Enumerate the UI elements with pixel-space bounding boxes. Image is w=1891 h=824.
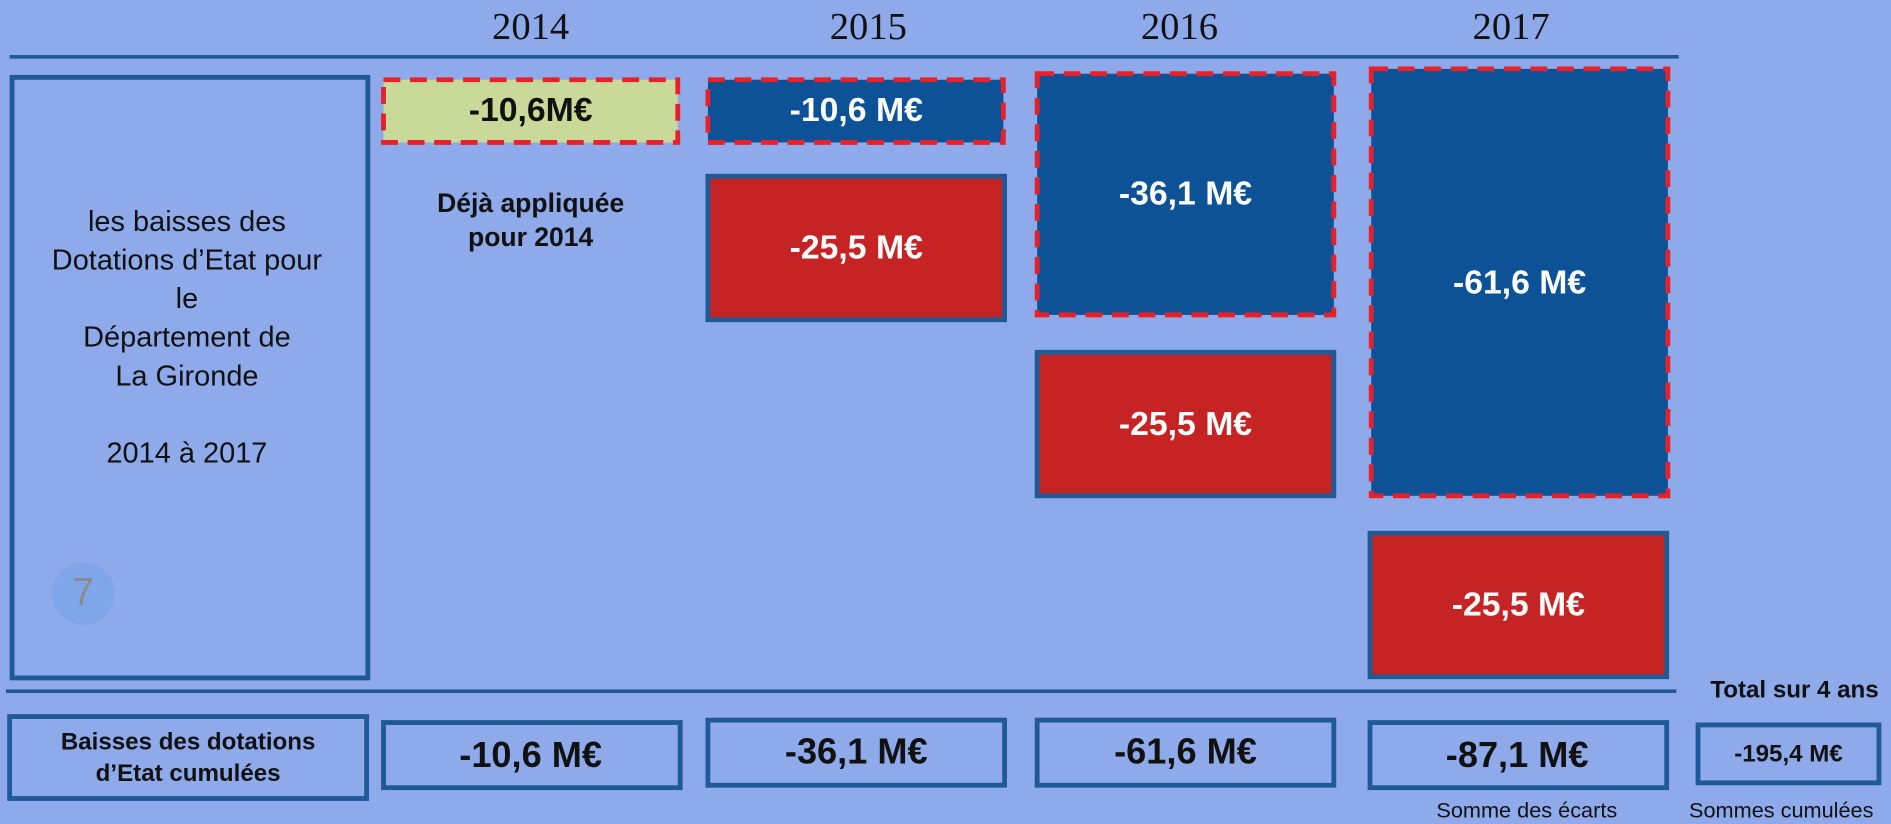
total-title: Total sur 4 ans (1710, 677, 1878, 704)
note: Somme des écarts (1436, 798, 1617, 823)
footer-label: Baisses des dotations (61, 728, 316, 755)
cumulated-frame (381, 720, 683, 791)
box-new (1367, 530, 1670, 680)
box-label: -10,6M€ (469, 91, 593, 129)
box-label: -10,6 M€ (790, 91, 923, 129)
sidebar-text: Département de (83, 322, 291, 354)
sidebar-text: 2014 à 2017 (106, 437, 267, 469)
sidebar-frame (9, 74, 371, 681)
page-badge (51, 562, 115, 625)
cumulated-frame (1367, 720, 1670, 791)
page-number: 7 (72, 571, 93, 614)
cumulated-value: -10,6 M€ (459, 734, 602, 775)
year: 2014 (492, 6, 569, 48)
sidebar-text: le (176, 283, 199, 315)
footer-label-frame (7, 714, 370, 801)
box-new (705, 173, 1008, 323)
year: 2016 (1141, 6, 1218, 48)
sidebar-text: La Gironde (115, 360, 258, 392)
sidebar-text: Dotations d’Etat pour (52, 244, 323, 276)
footer-label: d’Etat cumulées (96, 760, 281, 787)
note: Déjà appliquée (437, 188, 624, 218)
total-value: -195,4 M€ (1734, 740, 1843, 767)
box-prior (1368, 66, 1671, 499)
box-prior (705, 77, 1006, 145)
box-prior (1034, 71, 1337, 318)
cumulated-frame (1034, 717, 1337, 788)
cumulated-value: -87,1 M€ (1446, 734, 1589, 775)
cumulated-frame (705, 717, 1008, 788)
box-label: -25,5 M€ (1452, 586, 1585, 624)
year: 2017 (1473, 6, 1550, 48)
cumulated-value: -61,6 M€ (1114, 730, 1257, 771)
total-frame (1695, 722, 1882, 786)
box-label: -25,5 M€ (1119, 405, 1252, 443)
box-label: -36,1 M€ (1119, 174, 1252, 212)
box-label: -61,6 M€ (1453, 264, 1586, 302)
sidebar-text: les baisses des (88, 206, 286, 238)
box-label: -25,5 M€ (790, 229, 923, 267)
note: pour 2014 (468, 222, 594, 252)
note: Sommes cumulées (1689, 798, 1874, 823)
box-applied (381, 77, 681, 145)
year: 2015 (830, 6, 907, 48)
box-new (1034, 349, 1337, 499)
cumulated-value: -36,1 M€ (785, 730, 928, 771)
